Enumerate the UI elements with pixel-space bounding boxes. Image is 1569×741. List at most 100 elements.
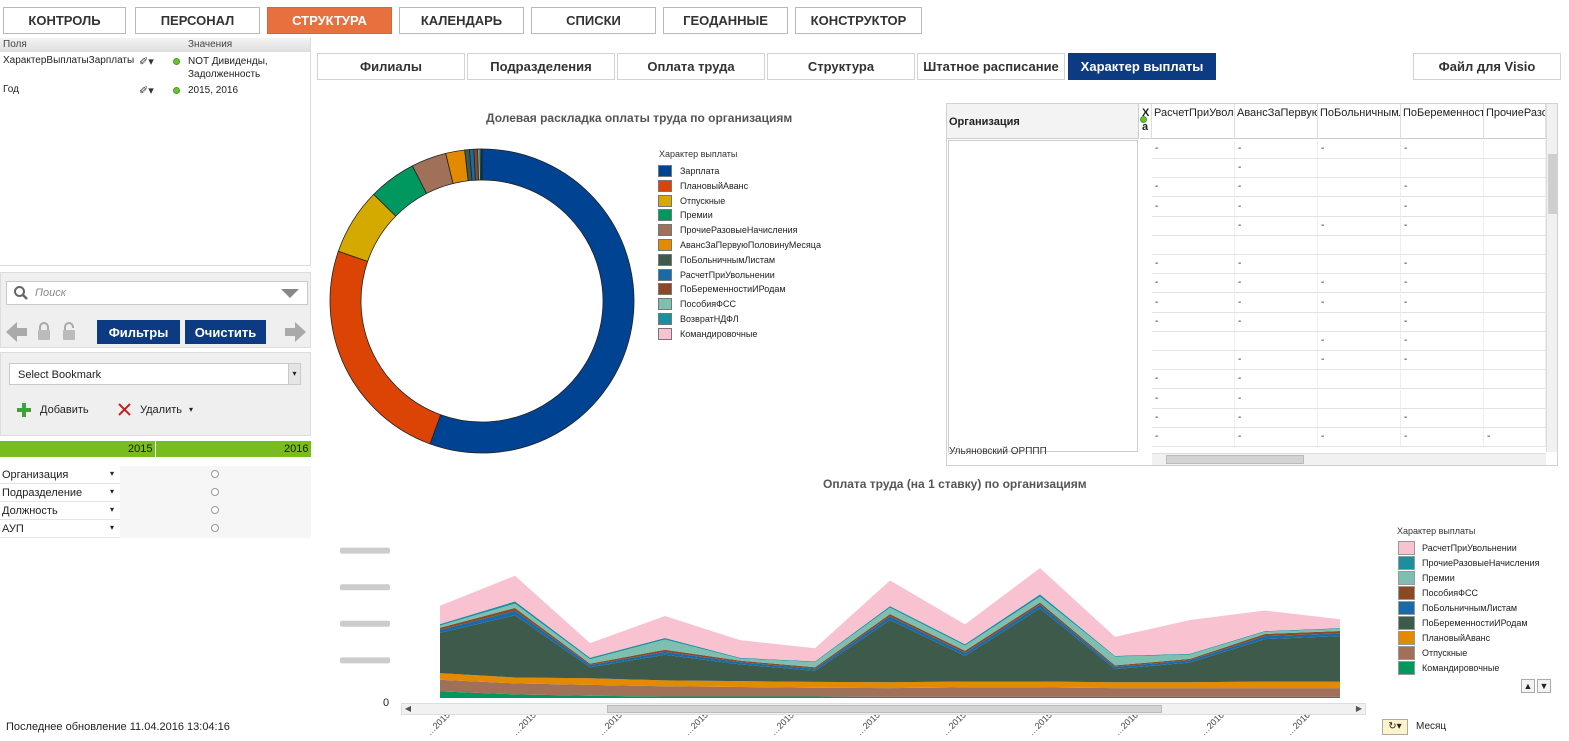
chevron-down-icon[interactable] <box>281 289 299 299</box>
dimension-row[interactable]: АУП ▾ <box>0 520 311 538</box>
table-vertical-scrollbar[interactable] <box>1546 104 1557 452</box>
clear-button[interactable]: Очистить <box>185 320 266 344</box>
area-series[interactable] <box>440 679 1340 697</box>
legend-swatch <box>658 209 672 222</box>
area-series[interactable] <box>440 691 1340 698</box>
table-cell: - <box>1235 312 1318 332</box>
lock-icon[interactable] <box>36 321 52 341</box>
table-column-header[interactable]: АвансЗаПервуюПоловинуМес... <box>1235 104 1318 139</box>
filters-button[interactable]: Фильтры <box>97 320 180 344</box>
empty-cell-dash: - <box>1321 277 1325 289</box>
scrollbar-thumb[interactable] <box>1166 455 1304 464</box>
selected-dot-icon <box>173 87 180 94</box>
dimension-row[interactable]: Подразделение ▾ <box>0 484 311 502</box>
nav-konstruktor-button[interactable]: КОНСТРУКТОР <box>795 7 922 34</box>
forward-arrow-icon[interactable] <box>284 322 306 342</box>
partial-org-row-label: Ульяновский ОРППП <box>949 446 1047 457</box>
table-cell: - <box>1401 351 1484 371</box>
selection-row[interactable]: ХарактерВыплатыЗарплаты ✐▾ NOT Дивиденды… <box>0 55 310 83</box>
year-2016-item[interactable]: 2016 <box>284 443 309 455</box>
bookmark-select[interactable]: Select Bookmark ▾ <box>9 363 301 385</box>
delete-bookmark-button[interactable]: Удалить <box>140 404 182 416</box>
area-series[interactable] <box>440 596 1340 668</box>
scroll-left-icon[interactable]: ◀ <box>404 704 412 713</box>
table-cell <box>1318 255 1401 275</box>
tab-podrazdeleniya[interactable]: Подразделения <box>467 53 615 80</box>
empty-cell-dash: - <box>1155 181 1159 193</box>
radio-icon[interactable] <box>211 524 219 532</box>
tab-harakter-vyplaty[interactable]: Характер выплаты <box>1068 53 1216 80</box>
legend-label: ПоБольничнымЛистам <box>1422 603 1518 613</box>
y-axis-zero-label: 0 <box>383 697 390 709</box>
table-cell <box>1484 274 1546 294</box>
radio-icon[interactable] <box>211 506 219 514</box>
nav-struktura-button[interactable]: СТРУКТУРА <box>267 7 392 34</box>
caret-down-icon[interactable]: ▾ <box>110 523 115 532</box>
radio-icon[interactable] <box>211 470 219 478</box>
tab-struktura[interactable]: Структура <box>767 53 915 80</box>
organization-column-header[interactable]: Организация <box>947 104 1139 139</box>
radio-icon[interactable] <box>211 488 219 496</box>
table-cell: - <box>1235 140 1318 159</box>
legend-swatch <box>658 239 672 251</box>
scroll-right-icon[interactable]: ▶ <box>1355 704 1363 713</box>
empty-cell-dash: - <box>1155 431 1159 442</box>
nav-kontrol-button[interactable]: КОНТРОЛЬ <box>3 7 126 34</box>
scrollbar-thumb[interactable] <box>1548 154 1557 214</box>
area-series[interactable] <box>440 602 1340 669</box>
tab-shtatnoe-raspisanie[interactable]: Штатное расписание <box>917 53 1065 80</box>
tab-oplata-truda[interactable]: Оплата труда <box>617 53 765 80</box>
eraser-dropdown-icon[interactable]: ✐▾ <box>139 56 154 68</box>
add-bookmark-button[interactable]: Добавить <box>40 404 89 416</box>
caret-down-icon[interactable]: ▾ <box>110 505 115 514</box>
nav-geodannye-button[interactable]: ГЕОДАННЫЕ <box>663 7 788 34</box>
table-cell: - <box>1152 389 1235 409</box>
table-column-header[interactable]: ПоБеременностиИРодам <box>1401 104 1484 139</box>
area-series[interactable] <box>440 673 1340 689</box>
nav-personal-button[interactable]: ПЕРСОНАЛ <box>135 7 260 34</box>
donut-slice[interactable] <box>429 148 635 454</box>
bookmark-panel: Select Bookmark ▾ Добавить Удалить ▾ <box>0 352 311 436</box>
dimension-row[interactable]: Должность ▾ <box>0 502 311 520</box>
area-chart-scrollbar[interactable]: ◀ ▶ <box>401 703 1366 715</box>
empty-cell-dash: - <box>1404 411 1408 423</box>
caret-down-icon[interactable]: ▾ <box>110 487 115 496</box>
table-cell <box>1401 389 1484 409</box>
eraser-dropdown-icon[interactable]: ✐▾ <box>139 85 154 97</box>
table-cell: - <box>1152 255 1235 275</box>
unlock-icon[interactable] <box>61 321 77 341</box>
legend-label: ПлановыйАванс <box>1422 633 1491 643</box>
table-cell <box>1318 370 1401 390</box>
table-horizontal-scrollbar[interactable] <box>1152 453 1546 465</box>
legend-swatch <box>658 224 672 237</box>
dimension-row[interactable]: Организация ▾ <box>0 466 311 484</box>
search-input[interactable]: Поиск <box>6 281 308 305</box>
area-series[interactable] <box>440 604 1340 671</box>
visio-file-button[interactable]: Файл для Visio <box>1413 53 1561 80</box>
nav-spiski-button[interactable]: СПИСКИ <box>531 7 656 34</box>
table-cell <box>1484 178 1546 198</box>
caret-down-icon[interactable]: ▾ <box>189 405 194 414</box>
table-column-header[interactable]: РасчетПриУвольнении <box>1152 104 1235 139</box>
selection-row[interactable]: Год ✐▾ 2015, 2016 <box>0 84 310 98</box>
area-series[interactable] <box>440 568 1340 662</box>
donut-slice[interactable] <box>329 250 442 445</box>
nav-kalendar-button[interactable]: КАЛЕНДАРЬ <box>399 7 524 34</box>
legend-swatch <box>658 268 672 281</box>
legend-label: ПоБеременностиИРодам <box>1422 618 1528 628</box>
scrollbar-thumb[interactable] <box>607 705 1162 713</box>
table-column-header[interactable]: ПоБольничнымЛистам <box>1318 104 1401 139</box>
legend-scroll-down-icon[interactable]: ▼ <box>1537 679 1551 693</box>
caret-down-icon[interactable]: ▾ <box>110 469 115 478</box>
year-2015-item[interactable]: 2015 <box>128 443 153 455</box>
organization-list-box[interactable] <box>948 140 1138 452</box>
tab-filialy[interactable]: Филиалы <box>317 53 465 80</box>
back-arrow-icon[interactable] <box>6 322 28 342</box>
table-cell: - <box>1401 197 1484 217</box>
table-column-header[interactable]: ПрочиеРазовыеНачис... <box>1484 104 1546 139</box>
empty-cell-dash: - <box>1321 219 1325 231</box>
xa-column-header[interactable]: Х а <box>1140 104 1152 139</box>
area-series[interactable] <box>440 608 1340 683</box>
legend-scroll-up-icon[interactable]: ▲ <box>1521 679 1535 693</box>
cycle-group-icon[interactable]: ↻▾ <box>1382 719 1408 735</box>
